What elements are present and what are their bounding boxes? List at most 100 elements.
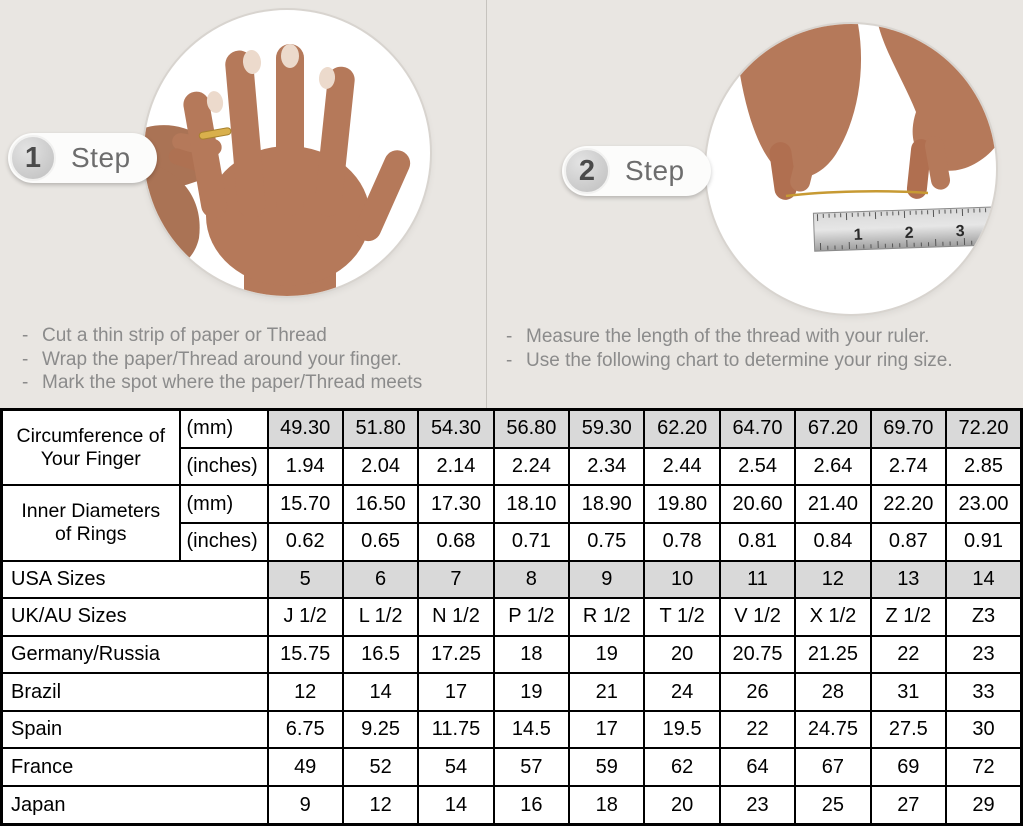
cell-value: 72.20 <box>945 408 1023 449</box>
cell-value: 0.84 <box>794 521 872 562</box>
cell-value: 12 <box>266 672 344 712</box>
cell-value: 51.80 <box>341 408 420 449</box>
cell-value: 72 <box>945 747 1023 788</box>
cell-value: R 1/2 <box>568 597 646 637</box>
instruction-line: - Use the following chart to determine yo… <box>506 349 1021 373</box>
cell-value: 8 <box>492 559 571 600</box>
cell-value: 20 <box>643 785 721 826</box>
cell-value: L 1/2 <box>341 597 420 637</box>
cell-value: 2.64 <box>794 446 872 487</box>
instruction-line: - Cut a thin strip of paper or Thread <box>22 324 492 348</box>
cell-value: 24 <box>643 672 721 712</box>
cell-value: 64 <box>718 747 797 788</box>
fourth-finger <box>314 66 355 217</box>
table-row-circumference-of-your-finger-inches: (inches) 1.94 2.04 2.14 2.24 2.34 2.44 2.54 2.64… <box>2 446 1023 487</box>
cell-value: 13 <box>869 559 948 600</box>
nail <box>206 91 224 113</box>
cell-value: 62 <box>643 747 721 788</box>
cell-value: 14 <box>341 672 420 712</box>
ruler-number: 3 <box>955 223 965 240</box>
instruction-text: Mark the spot where the paper/Thread mee… <box>42 372 423 393</box>
cell-value: 0.91 <box>945 521 1023 562</box>
middle-finger <box>225 50 266 219</box>
cell-value: Z 1/2 <box>869 597 948 637</box>
row-label: Brazil <box>0 672 269 712</box>
cell-value: 2.74 <box>869 446 948 487</box>
cell-value: 20.75 <box>718 634 797 675</box>
instructions-section: 1 2 3 1 Step 2 Step - Cut a thin strip of… <box>0 0 1023 408</box>
instruction-line: - Mark the spot where the paper/Thread me… <box>22 371 492 395</box>
cell-value: V 1/2 <box>718 597 797 637</box>
cell-value: 17.25 <box>417 634 495 675</box>
cell-value: 67 <box>794 747 872 788</box>
step-2-photo: 1 2 3 <box>706 24 996 314</box>
cell-value: 18.10 <box>492 484 571 524</box>
cell-value: 14.5 <box>492 709 571 750</box>
section-divider <box>486 0 487 408</box>
row-label: France <box>0 747 269 788</box>
cell-value: 19.80 <box>643 484 721 524</box>
nail <box>242 50 262 74</box>
table-row-brazil: Brazil 12 14 17 19 21 24 26 28 31 33 <box>0 672 1023 712</box>
instruction-text: Use the following chart to determine you… <box>526 349 953 371</box>
cell-value: 27.5 <box>869 709 948 750</box>
cell-value: 31 <box>869 672 948 712</box>
bullet-dash: - <box>22 325 29 346</box>
row-group-label: Circumference of Your Finger <box>0 408 181 487</box>
cell-value: 2.44 <box>643 446 721 487</box>
cell-value: 12 <box>794 559 872 600</box>
cell-value: 5 <box>266 559 344 600</box>
cell-value: 69.70 <box>869 408 948 449</box>
cell-value: 54.30 <box>417 408 495 449</box>
hand-with-ring-photo <box>144 44 411 296</box>
cell-value: 24.75 <box>794 709 872 750</box>
step-1-photo <box>144 10 430 296</box>
cell-value: 23 <box>945 634 1023 675</box>
cell-value: 21.25 <box>794 634 872 675</box>
table-row-spain: Spain 6.75 9.25 11.75 14.5 17 19.5 22 24.75 27.5 3… <box>0 709 1023 750</box>
cell-value: 59 <box>568 747 646 788</box>
right-hand <box>878 24 996 171</box>
step-2-badge: 2 Step <box>562 146 711 196</box>
step-2-number: 2 <box>564 148 610 194</box>
cell-value: 1.94 <box>266 446 344 487</box>
cell-value: 17 <box>568 709 646 750</box>
cell-value: 7 <box>417 559 495 600</box>
row-label: Spain <box>0 709 269 750</box>
cell-value: 0.87 <box>869 521 948 562</box>
ruler-bottom-ticks <box>819 236 996 251</box>
bullet-dash: - <box>506 326 513 347</box>
cell-value: 2.85 <box>945 446 1023 487</box>
instruction-text: Cut a thin strip of paper or Thread <box>42 325 327 346</box>
cell-value: 29 <box>945 785 1023 826</box>
index-finger <box>276 44 304 216</box>
cell-value: T 1/2 <box>643 597 721 637</box>
cell-value: 19 <box>568 634 646 675</box>
row-label: Germany/Russia <box>0 634 269 675</box>
cell-value: 2.14 <box>417 446 495 487</box>
ruler: 1 2 3 <box>812 205 996 252</box>
instruction-line: - Wrap the paper/Thread around your finge… <box>22 348 492 372</box>
table-row-uk-au-sizes: UK/AU Sizes J 1/2 L 1/2 N 1/2 P 1/2 R 1/2 T 1/… <box>0 597 1023 637</box>
right-index-finger <box>906 139 932 199</box>
step-2-instructions: - Measure the length of the thread with y… <box>506 325 1021 372</box>
table-row-inner-diameters-of-rings-mm: Inner Diameters of Rings (mm) 15.70 16.50 17… <box>0 484 1023 562</box>
ring-size-table-body: Circumference of Your Finger (mm) 49.30 51.… <box>0 408 1023 826</box>
cell-value: 0.68 <box>417 521 495 562</box>
left-index-finger <box>769 142 797 200</box>
cell-value: 23.00 <box>945 484 1023 524</box>
cell-value: 28 <box>794 672 872 712</box>
cell-value: 16 <box>492 785 571 826</box>
step-1-number: 1 <box>10 135 56 181</box>
cell-value: 27 <box>869 785 948 826</box>
cell-value: X 1/2 <box>794 597 872 637</box>
table-row-circumference-of-your-finger-mm: Circumference of Your Finger (mm) 49.30 51.… <box>0 408 1023 487</box>
cell-value: 12 <box>341 785 420 826</box>
cell-value: 0.62 <box>266 521 344 562</box>
bullet-dash: - <box>22 348 29 370</box>
cell-value: 9 <box>266 785 344 826</box>
cell-value: Z3 <box>945 597 1023 637</box>
cell-value: 49.30 <box>266 408 344 449</box>
cell-value: 2.34 <box>568 446 646 487</box>
row-sublabel: (inches) <box>178 521 269 562</box>
